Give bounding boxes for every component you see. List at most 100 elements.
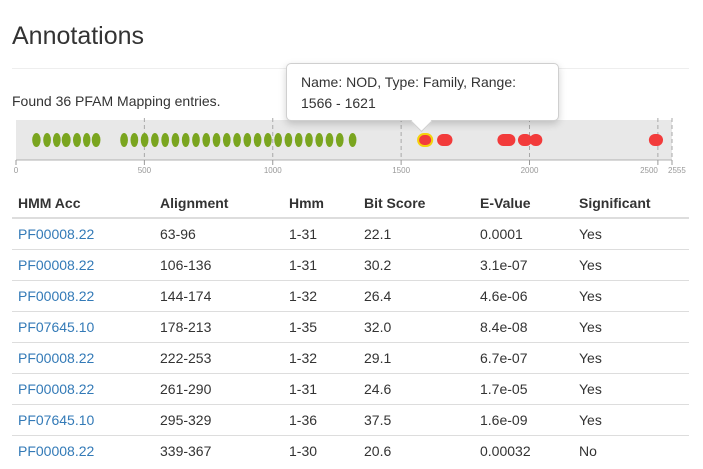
domain-mark[interactable] (253, 133, 262, 147)
domain-mark[interactable] (32, 133, 41, 147)
domain-mark[interactable] (233, 133, 241, 147)
domain-mark[interactable] (161, 133, 170, 147)
column-header-alignment: Alignment (154, 188, 283, 219)
table-row: PF07645.10 178-213 1-35 32.0 8.4e-08 Yes (12, 311, 689, 343)
column-header-significant: Significant (573, 188, 689, 219)
cell-alignment: 63-96 (154, 217, 283, 250)
domain-mark[interactable] (294, 133, 303, 147)
domain-mark[interactable] (120, 133, 128, 147)
domain-mark[interactable] (305, 133, 313, 147)
domain-mark[interactable] (202, 133, 211, 147)
domain-track: 0 500 1000 1500 2000 2500 2555 (14, 118, 686, 175)
cell-bit-score: 30.2 (358, 249, 474, 281)
cell-e-value: 4.6e-06 (474, 280, 573, 312)
cell-bit-score: 24.6 (358, 373, 474, 405)
cell-alignment: 144-174 (154, 280, 283, 312)
column-header-e-value: E-Value (474, 188, 573, 219)
hmm-acc-link[interactable]: PF07645.10 (18, 412, 95, 428)
cell-e-value: 6.7e-07 (474, 342, 573, 374)
hmm-acc-link[interactable]: PF00008.22 (18, 350, 95, 366)
column-header-bit-score: Bit Score (358, 188, 474, 219)
domain-mark-highlighted[interactable] (417, 133, 434, 147)
domain-mark[interactable] (212, 133, 221, 147)
domain-mark[interactable] (529, 134, 543, 146)
domain-mark[interactable] (192, 133, 200, 147)
hmm-acc-link[interactable]: PF00008.22 (18, 381, 95, 397)
table-row: PF00008.22 261-290 1-31 24.6 1.7e-05 Yes (12, 373, 689, 405)
table-body: PF00008.22 63-96 1-31 22.1 0.0001 Yes PF00008.… (12, 217, 689, 466)
tick-label: 500 (138, 166, 152, 175)
domain-mark[interactable] (243, 133, 252, 147)
cell-bit-score: 22.1 (358, 217, 474, 250)
cell-bit-score: 32.0 (358, 311, 474, 343)
cell-hmm-acc: PF07645.10 (12, 311, 154, 343)
cell-significant: Yes (573, 280, 689, 312)
tick-label: 2000 (521, 166, 539, 175)
cell-hmm: 1-31 (283, 373, 358, 405)
page-title: Annotations (12, 22, 145, 50)
cell-alignment: 339-367 (154, 435, 283, 466)
cell-hmm-acc: PF00008.22 (12, 280, 154, 312)
hmm-acc-link[interactable]: PF00008.22 (18, 257, 95, 273)
cell-hmm-acc: PF00008.22 (12, 342, 154, 374)
table-row: PF00008.22 106-136 1-31 30.2 3.1e-07 Yes (12, 249, 689, 281)
domain-mark[interactable] (171, 133, 180, 147)
tick-label: 1000 (264, 166, 282, 175)
cell-significant: Yes (573, 404, 689, 436)
cell-e-value: 0.00032 (474, 435, 573, 466)
hmm-acc-link[interactable]: PF00008.22 (18, 226, 95, 242)
domain-mark[interactable] (335, 133, 344, 147)
domain-mark[interactable] (43, 133, 51, 147)
tick-label: 1500 (392, 166, 410, 175)
domain-mark[interactable] (83, 133, 91, 147)
domain-mark[interactable] (648, 134, 664, 146)
cell-bit-score: 26.4 (358, 280, 474, 312)
column-header-hmm: Hmm (283, 188, 358, 219)
cell-bit-score: 37.5 (358, 404, 474, 436)
domain-mark[interactable] (264, 133, 272, 147)
tooltip-text: Name: NOD, Type: Family, Range: 1566 - 1… (301, 74, 516, 111)
cell-e-value: 3.1e-07 (474, 249, 573, 281)
domain-mark[interactable] (151, 133, 159, 147)
cell-hmm-acc: PF00008.22 (12, 435, 154, 466)
domain-tooltip: Name: NOD, Type: Family, Range: 1566 - 1… (286, 63, 559, 133)
domain-mark[interactable] (140, 133, 149, 147)
domain-mark[interactable] (437, 134, 453, 146)
domain-mark[interactable] (91, 133, 101, 147)
cell-bit-score: 29.1 (358, 342, 474, 374)
cell-alignment: 106-136 (154, 249, 283, 281)
cell-alignment: 178-213 (154, 311, 283, 343)
cell-hmm: 1-31 (283, 217, 358, 250)
cell-hmm: 1-32 (283, 280, 358, 312)
table-row: PF00008.22 222-253 1-32 29.1 6.7e-07 Yes (12, 342, 689, 374)
domain-mark[interactable] (72, 133, 81, 147)
domain-mark[interactable] (222, 133, 231, 147)
domain-mark[interactable] (325, 133, 334, 147)
cell-bit-score: 20.6 (358, 435, 474, 466)
domain-mark[interactable] (274, 133, 282, 147)
domain-mark[interactable] (181, 133, 190, 147)
domain-mark[interactable] (348, 133, 357, 147)
cell-significant: Yes (573, 249, 689, 281)
column-header-hmm-acc: HMM Acc (12, 188, 154, 219)
domain-mark[interactable] (315, 133, 324, 147)
table-header-row: HMM Acc Alignment Hmm Bit Score E-Value … (12, 188, 689, 219)
domain-mark[interactable] (284, 133, 293, 147)
tick-label: 0 (14, 166, 19, 175)
domain-mark[interactable] (130, 133, 139, 147)
found-entries-text: Found 36 PFAM Mapping entries. (12, 93, 221, 109)
cell-significant: No (573, 435, 689, 466)
cell-e-value: 1.6e-09 (474, 404, 573, 436)
hmm-acc-link[interactable]: PF00008.22 (18, 443, 95, 459)
domain-mark[interactable] (517, 134, 533, 146)
hmm-acc-link[interactable]: PF07645.10 (18, 319, 95, 335)
pfam-annotations-table: HMM Acc Alignment Hmm Bit Score E-Value … (12, 188, 689, 466)
hmm-acc-link[interactable]: PF00008.22 (18, 288, 95, 304)
table-row: PF00008.22 339-367 1-30 20.6 0.00032 No (12, 435, 689, 466)
domain-mark[interactable] (52, 133, 61, 147)
cell-alignment: 261-290 (154, 373, 283, 405)
cell-hmm-acc: PF07645.10 (12, 404, 154, 436)
domain-mark[interactable] (497, 134, 516, 146)
domain-mark[interactable] (61, 133, 71, 147)
cell-hmm: 1-31 (283, 249, 358, 281)
